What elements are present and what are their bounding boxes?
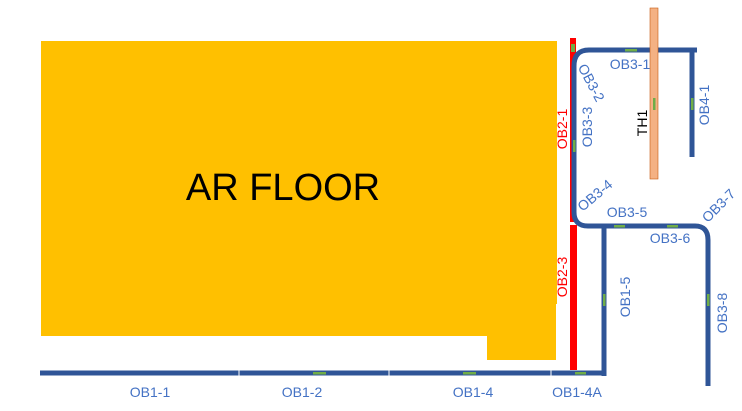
label-ob3-2: OB3-2 <box>575 61 608 104</box>
label-ob4-1: OB4-1 <box>696 85 712 126</box>
direction-arrow-icon <box>707 294 710 306</box>
label-ob3-8: OB3-8 <box>714 293 730 334</box>
direction-arrows <box>313 44 710 375</box>
direction-arrow-icon <box>653 98 656 110</box>
direction-arrow-icon <box>614 225 625 228</box>
label-ob3-6: OB3-6 <box>650 230 691 246</box>
label-ob3-7: OB3-7 <box>698 185 738 225</box>
label-ob2-1: OB2-1 <box>554 109 570 150</box>
direction-arrow-icon <box>691 98 694 110</box>
direction-arrow-icon <box>573 140 576 152</box>
conveyor-ob2-3 <box>570 225 577 370</box>
label-ob3-3: OB3-3 <box>579 107 595 148</box>
conveyor-ob3-7-bend <box>694 223 711 241</box>
direction-arrow-icon <box>571 44 575 52</box>
direction-arrow-icon <box>625 49 637 52</box>
label-ob2-3: OB2-3 <box>554 257 570 298</box>
label-ob1-4a: OB1-4A <box>552 384 602 400</box>
label-ob1-4: OB1-4 <box>453 384 494 400</box>
direction-arrow-icon <box>667 225 678 228</box>
th1-conveyor <box>649 7 659 180</box>
ob1-segment-joints <box>238 370 552 376</box>
label-ob1-5: OB1-5 <box>617 277 633 318</box>
direction-arrow-icon <box>463 372 476 375</box>
ar-floor-label: AR FLOOR <box>186 167 380 209</box>
conveyor-ob3-4-bend <box>571 211 589 229</box>
label-ob1-2: OB1-2 <box>282 384 323 400</box>
label-th1: TH1 <box>634 110 650 137</box>
direction-arrow-icon <box>575 372 586 375</box>
direction-arrow-icon <box>603 294 606 306</box>
direction-arrow-icon <box>313 372 326 375</box>
label-ob3-1: OB3-1 <box>610 56 651 72</box>
conveyor-ob3-2-bend <box>571 47 590 67</box>
ar-floor-area <box>41 41 557 360</box>
label-ob1-1: OB1-1 <box>130 384 171 400</box>
label-ob3-5: OB3-5 <box>607 204 648 220</box>
